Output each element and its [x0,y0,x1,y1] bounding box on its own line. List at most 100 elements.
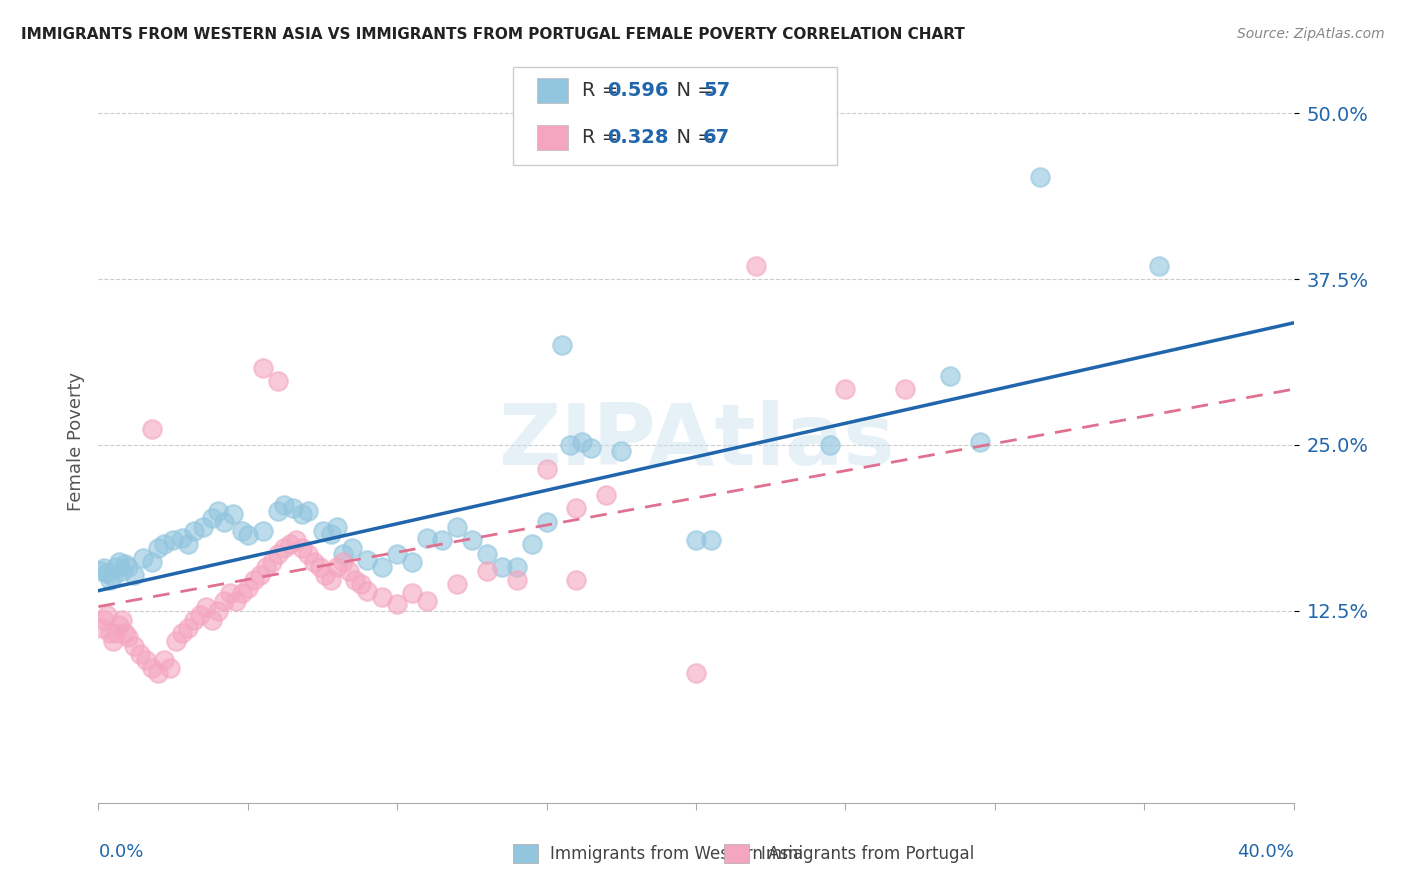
Point [111,564,134,578]
Point [98,573,122,587]
Point [267,504,290,518]
Point [219,586,242,600]
Point [98,626,122,640]
Text: Immigrants from Western Asia: Immigrants from Western Asia [550,845,803,863]
Point [430,533,453,548]
Point [188,607,211,622]
Point [536,461,558,475]
Point [135,652,157,666]
Point [385,547,409,561]
Text: N =: N = [664,128,720,147]
Point [222,507,245,521]
Point [252,361,274,376]
Point [117,630,139,644]
Point [332,555,354,569]
Point [114,626,136,640]
Text: Source: ZipAtlas.com: Source: ZipAtlas.com [1237,27,1385,41]
Point [1147,259,1170,273]
Point [700,533,723,548]
Point [267,547,290,561]
Point [356,583,378,598]
Y-axis label: Female Poverty: Female Poverty [66,372,84,511]
Point [159,660,181,674]
Point [610,444,633,458]
Point [297,504,319,518]
Point [236,581,259,595]
FancyBboxPatch shape [724,844,749,863]
Point [117,559,139,574]
Point [260,555,283,569]
Point [461,533,484,548]
Point [416,594,439,608]
Point [278,537,301,551]
Point [183,524,205,538]
Point [297,547,319,561]
Text: R =: R = [582,128,624,147]
Text: ZIPAtlas: ZIPAtlas [498,400,894,483]
Point [103,570,125,584]
Point [108,618,131,632]
Point [212,515,235,529]
Text: 40.0%: 40.0% [1237,843,1294,861]
Point [416,531,439,545]
Point [571,435,593,450]
Point [284,533,307,548]
Point [231,524,253,538]
Point [536,515,558,529]
Point [565,501,588,516]
Point [177,621,200,635]
Point [207,504,229,518]
Point [114,557,136,571]
Point [177,537,200,551]
Point [124,567,146,582]
Point [356,553,378,567]
Point [105,626,128,640]
Point [685,533,707,548]
Point [401,586,423,600]
Point [191,520,214,534]
Point [141,660,163,674]
Point [302,555,325,569]
Point [249,567,271,582]
Point [1028,169,1050,184]
Point [321,526,343,541]
Point [148,541,170,556]
Point [165,634,187,648]
Point [475,547,498,561]
Point [560,438,582,452]
Point [172,531,194,545]
Point [172,626,194,640]
Text: N =: N = [664,80,720,100]
Point [207,603,229,617]
Point [93,561,115,575]
Text: 0.596: 0.596 [607,80,669,100]
Point [939,368,962,383]
Text: R =: R = [582,80,624,100]
Point [231,586,253,600]
Point [132,550,155,565]
Point [344,573,367,587]
Point [273,498,295,512]
Point [291,507,314,521]
Point [520,537,543,551]
Point [201,510,224,524]
Point [281,501,304,516]
Text: 0.0%: 0.0% [98,843,143,861]
Point [745,259,768,273]
Point [105,559,128,574]
Point [550,338,572,352]
Point [595,488,617,502]
Point [141,422,163,436]
Point [141,555,163,569]
Text: 0.328: 0.328 [607,128,669,147]
Text: Immigrants from Portugal: Immigrants from Portugal [761,845,974,863]
Point [350,577,373,591]
Point [90,564,112,578]
Point [243,573,266,587]
Point [371,559,394,574]
Point [834,382,856,396]
Point [311,524,333,538]
Point [371,591,394,605]
Point [315,567,337,582]
Point [401,555,423,569]
